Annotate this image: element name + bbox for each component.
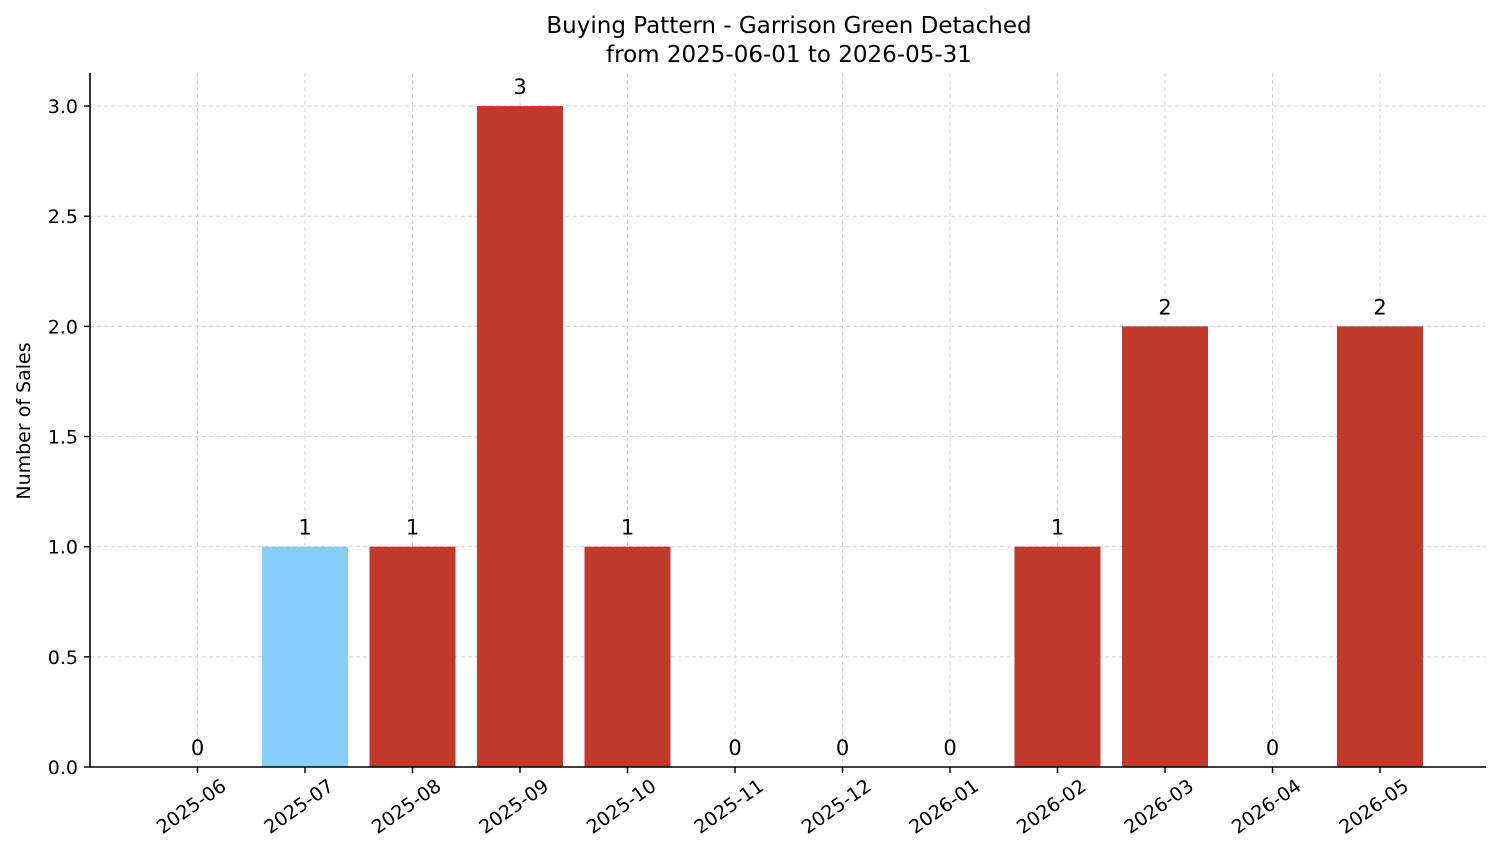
bar[interactable] xyxy=(1337,326,1423,767)
bar-value-label: 3 xyxy=(513,75,526,99)
bars-layer xyxy=(262,106,1423,768)
x-tick-label: 2025-09 xyxy=(475,775,553,839)
y-tick-label: 0.5 xyxy=(48,647,78,669)
axes-layer xyxy=(84,73,1486,773)
x-tick-label: 2026-05 xyxy=(1335,775,1413,839)
x-tick-label: 2026-03 xyxy=(1120,775,1198,839)
bar-value-label: 2 xyxy=(1373,295,1386,319)
y-tick-label: 3.0 xyxy=(48,96,78,118)
bar-value-label: 1 xyxy=(1051,516,1064,540)
bar-value-label: 0 xyxy=(836,736,849,760)
bar-value-label: 1 xyxy=(406,516,419,540)
bar[interactable] xyxy=(1122,326,1208,767)
x-tick-label: 2026-04 xyxy=(1228,775,1306,839)
x-tick-label: 2025-11 xyxy=(690,775,768,839)
bar-value-label: 0 xyxy=(1266,736,1279,760)
x-tick-label: 2025-10 xyxy=(583,775,661,839)
bar-value-label: 1 xyxy=(298,516,311,540)
x-tick-label: 2025-06 xyxy=(153,775,231,839)
bar[interactable] xyxy=(477,106,563,768)
y-tick-label: 1.5 xyxy=(48,427,78,449)
x-tick-label: 2026-02 xyxy=(1013,775,1091,839)
y-tick-label: 1.0 xyxy=(48,537,78,559)
bar-value-label: 0 xyxy=(191,736,204,760)
x-tick-label: 2025-07 xyxy=(260,775,338,839)
x-tick-label: 2025-12 xyxy=(798,775,876,839)
x-tick-label: 2025-08 xyxy=(368,775,446,839)
bar[interactable] xyxy=(584,546,671,767)
bar-value-label: 0 xyxy=(728,736,741,760)
bar-value-label: 0 xyxy=(943,736,956,760)
bar-value-label: 2 xyxy=(1158,295,1171,319)
bar[interactable] xyxy=(369,546,456,767)
bar-value-label: 1 xyxy=(621,516,634,540)
chart-title: Buying Pattern - Garrison Green Detached xyxy=(546,13,1031,39)
y-tick-label: 2.5 xyxy=(48,206,78,228)
y-tick-label: 0.0 xyxy=(48,757,78,779)
y-axis-label: Number of Sales xyxy=(13,342,35,499)
bar[interactable] xyxy=(262,546,348,767)
chart-subtitle: from 2025-06-01 to 2026-05-31 xyxy=(606,42,972,68)
bar[interactable] xyxy=(1014,546,1101,767)
x-tick-label: 2026-01 xyxy=(905,775,983,839)
labels-layer: 0.0 0.5 1.0 1.5 2.0 2.5 3.0 2025-06 2025-07 2025-… xyxy=(48,75,1413,839)
y-tick-label: 2.0 xyxy=(48,316,78,338)
